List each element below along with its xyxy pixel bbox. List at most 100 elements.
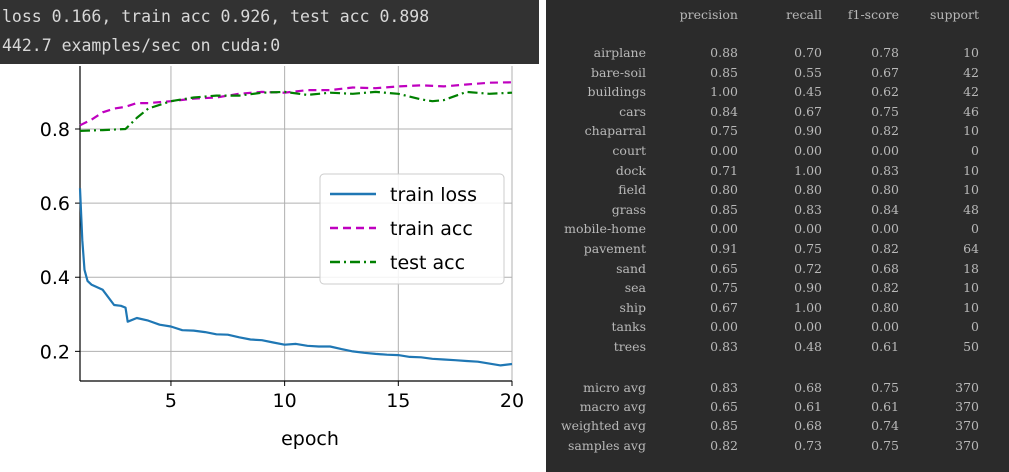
report-cell: 1.00 <box>794 162 822 178</box>
report-cell: 0.91 <box>710 241 738 256</box>
report-summary-label: samples avg <box>567 437 646 453</box>
report-summary-cell: 0.68 <box>794 418 822 434</box>
report-cell: 50 <box>963 339 979 354</box>
report-cell: 0.85 <box>710 64 738 80</box>
report-cell: 0.75 <box>710 280 738 296</box>
report-cell: 0.80 <box>871 182 899 198</box>
report-cell: 0.78 <box>871 45 899 60</box>
report-cell: 0.00 <box>794 319 822 335</box>
report-row-label: field <box>618 182 646 198</box>
report-row-label: sea <box>624 280 646 296</box>
report-header-recall: recall <box>786 7 822 22</box>
report-cell: 0.83 <box>710 339 738 354</box>
y-tick-label: 0.4 <box>40 267 70 289</box>
report-cell: 10 <box>963 162 979 178</box>
report-summary-cell: 0.83 <box>710 380 738 395</box>
report-cell: 10 <box>963 280 979 296</box>
report-cell: 0.72 <box>794 260 822 276</box>
report-cell: 0.83 <box>794 201 822 217</box>
report-row-label: grass <box>611 201 646 217</box>
report-summary-cell: 370 <box>955 437 979 453</box>
report-summary-cell: 0.85 <box>710 418 738 434</box>
report-header-f1-score: f1-score <box>847 7 899 22</box>
report-cell: 18 <box>963 260 979 276</box>
report-cell: 0 <box>971 221 979 237</box>
throughput-line: 442.7 examples/sec on cuda:0 <box>2 36 281 55</box>
x-axis-label: epoch <box>281 428 339 450</box>
x-tick-label: 5 <box>165 390 177 412</box>
report-summary-label: weighted avg <box>560 418 646 434</box>
report-summary-cell: 0.75 <box>871 437 899 453</box>
legend-label: train acc <box>390 218 473 240</box>
report-cell: 0.00 <box>871 143 899 158</box>
report-cell: 0.85 <box>710 201 738 217</box>
report-summary-cell: 370 <box>955 418 979 434</box>
training-metrics-line: loss 0.166, train acc 0.926, test acc 0.… <box>2 7 430 26</box>
report-cell: 0.00 <box>871 221 899 237</box>
report-summary-cell: 0.82 <box>710 437 738 453</box>
report-row-label: tanks <box>611 319 646 335</box>
x-tick-label: 20 <box>500 390 524 412</box>
report-cell: 10 <box>963 182 979 198</box>
report-cell: 0.70 <box>794 45 822 60</box>
report-cell: 42 <box>963 84 979 100</box>
report-cell: 0.48 <box>794 339 822 354</box>
x-tick-label: 15 <box>386 390 410 412</box>
report-row-label: ship <box>619 299 646 315</box>
report-row-label: pavement <box>583 241 646 256</box>
report-summary-cell: 370 <box>955 380 979 395</box>
report-cell: 0.90 <box>794 280 822 296</box>
report-cell: 0.00 <box>710 319 738 335</box>
report-cell: 0.80 <box>871 299 899 315</box>
report-cell: 1.00 <box>710 84 738 100</box>
report-row-label: buildings <box>587 84 646 100</box>
training-chart: 5 10 15 20 0.2 0.4 0.6 0.8 epoch train loss train … <box>40 66 524 450</box>
report-cell: 0.90 <box>794 123 822 139</box>
report-cell: 0.83 <box>871 162 899 178</box>
report-summary-label: macro avg <box>579 399 646 415</box>
report-cell: 0.61 <box>871 339 899 354</box>
report-header-precision: precision <box>679 7 738 22</box>
report-cell: 0 <box>971 319 979 335</box>
report-cell: 0.84 <box>871 201 899 217</box>
report-cell: 0.00 <box>710 143 738 158</box>
report-cell: 0.67 <box>871 64 899 80</box>
report-summary-cell: 0.65 <box>710 399 738 415</box>
report-row-label: chaparral <box>584 123 646 139</box>
x-tick-label: 10 <box>273 390 297 412</box>
report-cell: 1.00 <box>794 299 822 315</box>
report-row-label: dock <box>615 162 646 178</box>
report-cell: 64 <box>963 241 979 256</box>
report-cell: 0.00 <box>871 319 899 335</box>
report-cell: 0.65 <box>710 260 738 276</box>
report-row-label: airplane <box>593 45 646 60</box>
report-cell: 0.68 <box>871 260 899 276</box>
report-row-label: court <box>612 143 646 158</box>
report-cell: 0.80 <box>710 182 738 198</box>
report-cell: 10 <box>963 299 979 315</box>
classification-report: precision recall f1-score support airplane 0.… <box>546 0 1009 472</box>
report-cell: 0.82 <box>871 241 899 256</box>
report-summary-cell: 0.61 <box>871 399 899 415</box>
report-row-label: sand <box>616 260 646 276</box>
report-cell: 0.00 <box>794 143 822 158</box>
report-cell: 0.00 <box>710 221 738 237</box>
report-row-label: bare-soil <box>591 64 646 80</box>
report-cell: 0.84 <box>710 103 738 119</box>
report-cell: 0 <box>971 143 979 158</box>
series-line-test-acc <box>79 90 513 132</box>
report-cell: 0.82 <box>871 123 899 139</box>
report-cell: 0.45 <box>794 84 822 100</box>
report-cell: 0.88 <box>710 45 738 60</box>
y-tick-label: 0.8 <box>40 119 70 141</box>
report-summary-cell: 0.61 <box>794 399 822 415</box>
report-summary-cell: 0.75 <box>871 380 899 395</box>
report-cell: 0.67 <box>710 299 738 315</box>
report-cell: 10 <box>963 45 979 60</box>
report-row-label: mobile-home <box>564 221 646 237</box>
legend-label: test acc <box>390 252 465 274</box>
report-cell: 10 <box>963 123 979 139</box>
report-cell: 0.75 <box>794 241 822 256</box>
report-summary-cell: 0.73 <box>794 437 822 453</box>
report-cell: 0.62 <box>871 84 899 100</box>
